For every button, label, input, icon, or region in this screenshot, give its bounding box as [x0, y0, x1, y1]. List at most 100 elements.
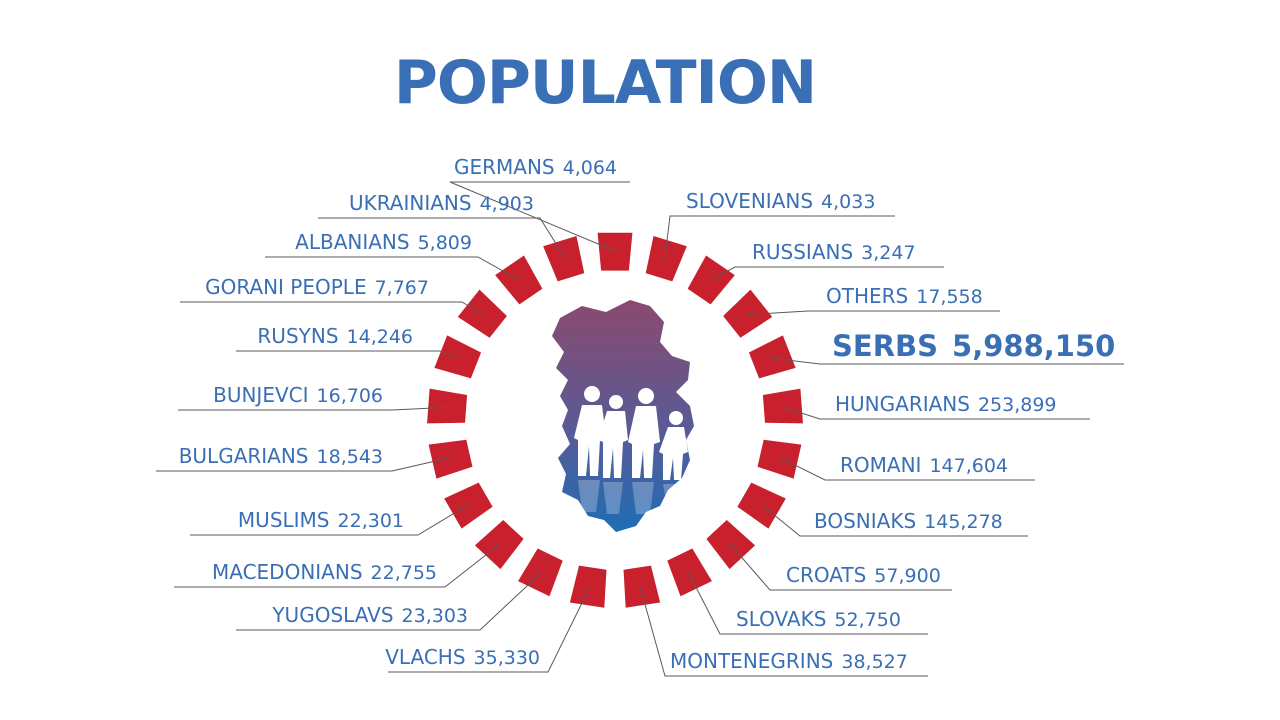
segment-bosniaks [737, 482, 786, 529]
label-hungarians: HUNGARIANS 253,899 [835, 392, 1057, 416]
group-value: 4,064 [563, 157, 617, 179]
leader-lines [156, 181, 1124, 677]
group-value: 16,706 [317, 385, 383, 407]
leader-line-slovenians [664, 215, 895, 259]
group-value: 5,809 [418, 232, 472, 254]
label-rusyns: RUSYNS 14,246 [257, 324, 413, 348]
group-value: 147,604 [929, 455, 1008, 477]
group-value: 253,899 [978, 394, 1057, 416]
segment-gorani-people [457, 289, 507, 338]
people-silhouette [574, 386, 688, 480]
group-value: 5,988,150 [952, 329, 1115, 363]
leader-line-albanians [265, 256, 521, 281]
leader-line-serbs [772, 357, 1124, 365]
group-name: MUSLIMS [238, 508, 330, 532]
leader-line-vlachs [388, 586, 591, 673]
group-value: 35,330 [474, 647, 540, 669]
leader-line-hungarians [783, 406, 1090, 420]
group-name: MONTENEGRINS [670, 649, 833, 673]
segment-montenegrins [623, 565, 661, 608]
group-value: 23,303 [402, 605, 468, 627]
group-value: 22,755 [371, 562, 437, 584]
label-albanians: ALBANIANS 5,809 [295, 230, 472, 254]
segment-muslims [444, 482, 493, 529]
people-reflection [578, 480, 683, 514]
label-macedonians: MACEDONIANS 22,755 [212, 560, 437, 584]
label-muslims: MUSLIMS 22,301 [238, 508, 404, 532]
group-value: 14,246 [347, 326, 413, 348]
label-croats: CROATS 57,900 [786, 563, 941, 587]
segment-vlachs [569, 565, 607, 608]
group-name: RUSYNS [257, 324, 338, 348]
label-bunjevci: BUNJEVCI 16,706 [213, 383, 383, 407]
leader-line-bunjevci [178, 406, 447, 411]
leader-line-macedonians [174, 543, 501, 588]
segment-slovenians [645, 235, 687, 282]
group-name: VLACHS [385, 645, 465, 669]
group-name: HUNGARIANS [835, 392, 970, 416]
segment-bulgarians [428, 439, 473, 479]
group-name: ROMANI [840, 453, 921, 477]
label-ukrainians: UKRAINIANS 4,903 [349, 191, 534, 215]
group-value: 22,301 [338, 510, 404, 532]
group-value: 18,543 [317, 446, 383, 468]
label-slovenians: SLOVENIANS 4,033 [686, 189, 875, 213]
leader-line-romani [779, 457, 1035, 481]
group-name: BULGARIANS [179, 444, 309, 468]
group-name: ALBANIANS [295, 230, 409, 254]
leader-line-montenegrins [639, 586, 928, 677]
label-others: OTHERS 17,558 [826, 284, 983, 308]
leader-line-germans [449, 181, 630, 252]
page-title: POPULATION [393, 48, 817, 118]
leader-line-bulgarians [156, 457, 451, 472]
segment-yugoslavs [518, 548, 563, 597]
segment-germans [597, 232, 633, 271]
leader-line-croats [729, 543, 952, 591]
leader-line-ukrainians [318, 217, 566, 259]
leader-line-rusyns [236, 350, 458, 359]
label-bulgarians: BULGARIANS 18,543 [179, 444, 383, 468]
segment-serbs [748, 335, 796, 379]
segment-slovaks [667, 548, 712, 597]
group-value: 145,278 [924, 511, 1003, 533]
label-montenegrins: MONTENEGRINS 38,527 [670, 649, 908, 673]
label-slovaks: SLOVAKS 52,750 [736, 607, 901, 631]
leader-line-slovaks [687, 572, 928, 635]
group-name: SLOVENIANS [686, 189, 813, 213]
leader-line-muslims [190, 504, 469, 536]
group-name: RUSSIANS [752, 240, 853, 264]
leader-line-others [747, 310, 1000, 316]
segment-hungarians [762, 388, 803, 424]
label-serbs: SERBS 5,988,150 [832, 329, 1115, 363]
segment-ukrainians [543, 235, 585, 282]
group-name: MACEDONIANS [212, 560, 363, 584]
group-value: 7,767 [375, 277, 429, 299]
label-russians: RUSSIANS 3,247 [752, 240, 916, 264]
segment-rusyns [434, 335, 482, 379]
group-name: BUNJEVCI [213, 383, 308, 407]
leader-line-bosniaks [761, 504, 1028, 537]
segment-romani [757, 439, 802, 479]
label-germans: GERMANS 4,064 [454, 155, 617, 179]
group-name: BOSNIAKS [814, 509, 916, 533]
group-value: 38,527 [841, 651, 907, 673]
group-name: UKRAINIANS [349, 191, 472, 215]
group-value: 4,903 [480, 193, 534, 215]
label-romani: ROMANI 147,604 [840, 453, 1008, 477]
leader-line-gorani-people [180, 301, 484, 316]
group-value: 57,900 [874, 565, 940, 587]
group-name: GORANI PEOPLE [205, 275, 367, 299]
group-name: SERBS [832, 329, 938, 363]
segment-ring [427, 232, 803, 608]
group-value: 3,247 [861, 242, 915, 264]
group-name: GERMANS [454, 155, 555, 179]
label-vlachs: VLACHS 35,330 [385, 645, 540, 669]
group-name: SLOVAKS [736, 607, 826, 631]
group-name: YUGOSLAVS [271, 603, 393, 627]
leader-line-yugoslavs [236, 571, 543, 631]
group-name: CROATS [786, 563, 866, 587]
population-labels: GERMANS 4,064 SLOVENIANS 4,033 RUSSIANS 3,247… [179, 155, 1116, 673]
label-bosniaks: BOSNIAKS 145,278 [814, 509, 1003, 533]
group-value: 17,558 [916, 286, 982, 308]
